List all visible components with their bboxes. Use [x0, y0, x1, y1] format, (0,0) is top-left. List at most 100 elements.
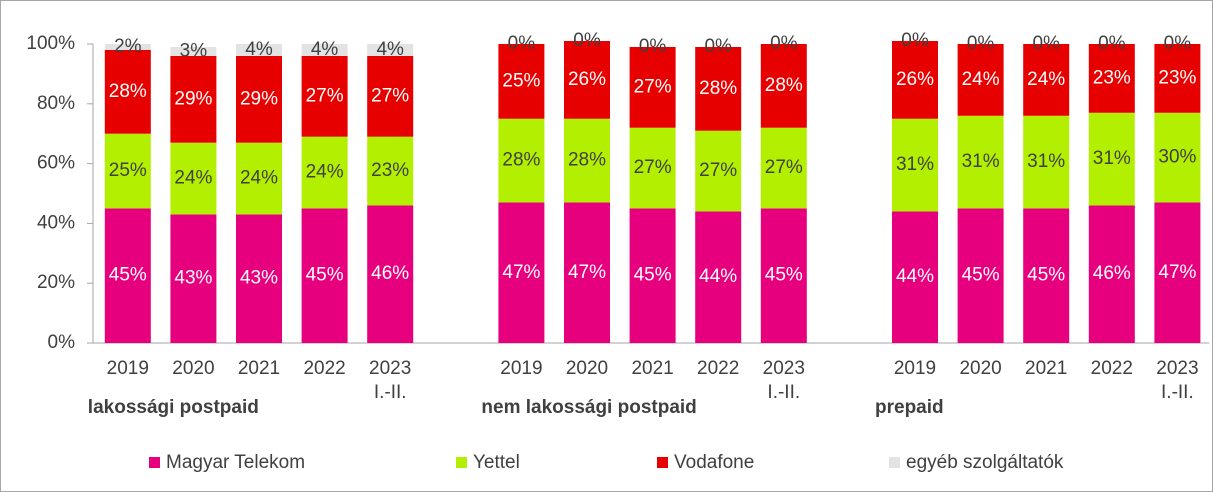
data-label: 0% [901, 30, 929, 51]
data-label: 29% [240, 88, 278, 109]
data-label: 45% [765, 265, 803, 286]
data-label: 0% [967, 33, 995, 54]
data-label: 25% [502, 70, 540, 91]
x-tick-label: 2021 [1025, 358, 1068, 379]
bar-segment [367, 205, 414, 343]
bar-segment [892, 41, 938, 119]
data-label: 27% [371, 85, 409, 106]
bar-segment [564, 202, 610, 343]
legend-marker [456, 457, 467, 468]
bar-segment [695, 130, 742, 212]
data-label: 23% [1093, 67, 1131, 88]
bar-segment [695, 211, 742, 343]
data-label: 46% [371, 263, 409, 284]
bar-segment [1023, 115, 1070, 209]
y-tick-label: 80% [37, 93, 75, 114]
bar-segment [1023, 44, 1070, 116]
data-label: 25% [109, 160, 147, 181]
y-tick-label: 20% [37, 272, 75, 293]
data-label: 2% [114, 36, 142, 57]
bar-segment [957, 44, 1004, 116]
bar-segment [892, 211, 938, 343]
data-label: 44% [896, 266, 934, 287]
data-label: 23% [371, 160, 409, 181]
x-tick-label: 2022 [697, 358, 740, 379]
bar-segment [236, 55, 282, 143]
y-tick-label: 100% [26, 33, 75, 54]
bar-segment [367, 55, 414, 137]
bar-segment [1154, 112, 1201, 203]
data-label: 43% [240, 268, 278, 289]
legend-label: egyéb szolgáltatók [906, 452, 1064, 473]
data-label: 0% [770, 33, 798, 54]
bar-segment [1154, 202, 1201, 343]
y-tick-label: 0% [48, 332, 76, 353]
legend-marker [889, 457, 900, 468]
y-tick-label: 40% [37, 212, 75, 233]
bar-segment [170, 214, 217, 343]
data-label: 28% [502, 150, 540, 171]
data-label: 3% [180, 40, 208, 61]
bar-segment [236, 214, 282, 343]
data-label: 26% [568, 69, 606, 90]
data-label: 31% [1093, 148, 1131, 169]
x-tick-label: 2020 [172, 358, 215, 379]
bar-segment [760, 208, 807, 343]
data-label: 28% [568, 150, 606, 171]
x-tick-label: 2019 [500, 358, 543, 379]
data-label: 31% [962, 151, 1000, 172]
x-tick-label: 2019 [893, 358, 937, 379]
data-label: 45% [306, 265, 344, 286]
legend-label: Yettel [473, 452, 520, 473]
data-label: 46% [1093, 263, 1131, 284]
bar-segment [236, 44, 282, 56]
data-label: 45% [1027, 265, 1065, 286]
data-label: 47% [568, 262, 606, 283]
x-tick-label: 2020 [565, 358, 609, 379]
y-tick-label: 60% [37, 153, 75, 174]
data-label: 27% [306, 85, 344, 106]
group-label: nem lakossági postpaid [481, 397, 697, 418]
data-label: 4% [376, 39, 404, 60]
data-label: 0% [704, 36, 732, 57]
bar-segment [104, 49, 151, 134]
bar-segment [695, 46, 742, 131]
bar-segment [1154, 44, 1201, 113]
bar-segment [170, 55, 217, 143]
data-label: 24% [1027, 69, 1065, 90]
legend-label: Magyar Telekom [166, 452, 305, 473]
data-label: 4% [311, 39, 339, 60]
data-label: 24% [174, 168, 212, 189]
data-label: 28% [699, 78, 737, 99]
bar-segment [301, 136, 348, 209]
data-label: 27% [699, 160, 737, 181]
data-label: 24% [240, 168, 278, 189]
bar-segment [104, 44, 151, 50]
data-label: 28% [765, 75, 803, 96]
bar-segment [629, 46, 676, 128]
x-tick-label: 2022 [1090, 358, 1133, 379]
bar-segment [301, 44, 348, 56]
bar-segment [236, 142, 282, 215]
bar-segment [564, 41, 610, 119]
bar-segment [957, 208, 1004, 343]
bar-segment [1088, 205, 1135, 343]
x-tick-label: 2021 [631, 358, 674, 379]
x-tick-label: 2023 I.-II. [369, 358, 412, 403]
x-tick-label: 2021 [237, 358, 281, 379]
group-label: prepaid [875, 397, 944, 418]
data-label: 0% [1164, 33, 1192, 54]
data-label: 26% [896, 69, 934, 90]
data-label: 0% [1032, 33, 1060, 54]
bar-segment [498, 118, 545, 203]
bar-segment [1023, 208, 1070, 343]
data-label: 23% [1158, 67, 1196, 88]
data-label: 27% [634, 157, 672, 178]
data-label: 47% [1158, 262, 1196, 283]
bar-segment [564, 118, 610, 203]
data-label: 44% [699, 266, 737, 287]
data-label: 28% [109, 81, 147, 102]
data-label: 43% [174, 268, 212, 289]
bar-segment [760, 127, 807, 209]
